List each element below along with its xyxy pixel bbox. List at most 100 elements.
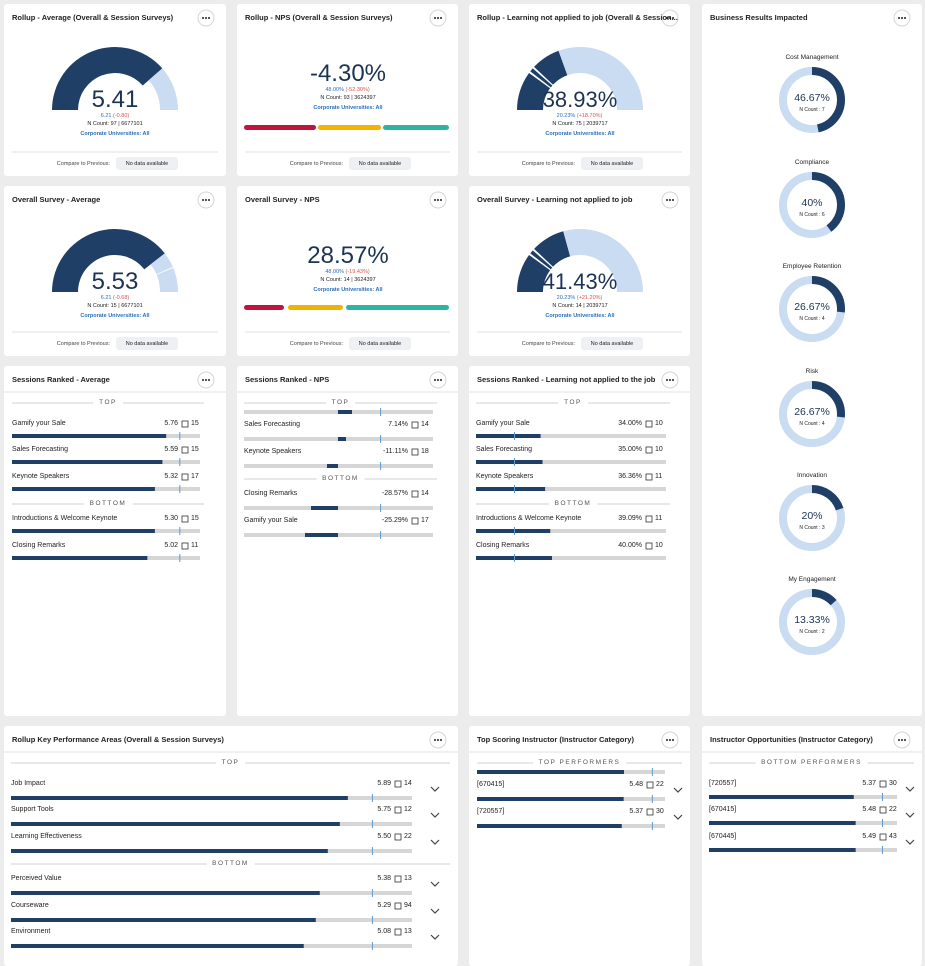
bar-fill — [12, 487, 155, 491]
section-label: BOTTOM — [316, 473, 365, 485]
row-value: 5.48 — [862, 806, 876, 813]
expand-chevron[interactable] — [430, 786, 440, 792]
compare-pill — [581, 337, 643, 350]
row-value: 7.14% — [388, 421, 408, 428]
expand-chevron[interactable] — [430, 881, 440, 887]
gauge-value: 41.43% — [542, 269, 618, 294]
menu-button[interactable] — [893, 9, 911, 27]
previous-value: 6.21 — [100, 295, 112, 301]
count-icon — [879, 833, 887, 841]
expand-chevron[interactable] — [430, 839, 440, 845]
bar-fill — [11, 944, 304, 948]
compare-pill — [116, 337, 178, 350]
bar-fill — [709, 848, 856, 852]
row-name: Gamify your Sale — [476, 420, 530, 427]
compare-pill — [581, 157, 643, 170]
row-value: -11.11% — [382, 448, 408, 455]
count-icon — [411, 490, 419, 498]
expand-chevron[interactable] — [905, 812, 915, 818]
bar-fill — [305, 533, 338, 537]
donut-name: Compliance — [794, 159, 830, 166]
card-title: Top Scoring Instructor (Instructor Categ… — [477, 735, 634, 744]
row-name: Gamify your Sale — [244, 517, 298, 524]
row-name: Sales Forecasting — [476, 446, 533, 453]
bar-fill — [11, 822, 340, 826]
bar-fill — [477, 797, 624, 801]
menu-button[interactable] — [429, 9, 447, 27]
menu-button[interactable] — [893, 731, 911, 749]
gauge-track — [558, 46, 643, 110]
change-value: (-52.30%) — [345, 87, 370, 93]
row-count: 22 — [656, 781, 664, 788]
card-graphics — [477, 9, 682, 170]
row-value: 5.50 — [377, 833, 391, 840]
bar-marker — [371, 889, 373, 897]
menu-dot — [904, 739, 906, 741]
card-graphics — [469, 731, 690, 830]
n-count: N Count: 93 | 3624397 — [320, 95, 376, 101]
expand-chevron[interactable] — [905, 786, 915, 792]
row-value: 5.29 — [377, 902, 391, 909]
expand-chevron[interactable] — [430, 934, 440, 940]
expand-chevron[interactable] — [430, 908, 440, 914]
menu-dot — [669, 199, 671, 201]
donut-fill — [779, 276, 845, 342]
expand-chevron[interactable] — [430, 812, 440, 818]
card-graphics — [4, 371, 226, 562]
menu-dot — [672, 199, 674, 201]
row-name: Keynote Speakers — [476, 473, 534, 480]
menu-dot — [208, 379, 210, 381]
expand-chevron[interactable] — [673, 787, 683, 793]
menu-button[interactable] — [661, 731, 679, 749]
bar-marker — [514, 554, 515, 562]
section-label: BOTTOM — [548, 498, 598, 510]
bar-fill — [12, 460, 163, 464]
menu-button[interactable] — [197, 371, 215, 389]
card-graphics — [12, 191, 218, 350]
menu-button[interactable] — [197, 9, 215, 27]
donut-value: 20% — [801, 510, 823, 522]
card: Rollup - Learning not applied to job (Ov… — [469, 4, 690, 176]
bar-fill — [709, 821, 856, 825]
bar-fill — [477, 770, 624, 774]
expand-chevron[interactable] — [905, 839, 915, 845]
menu-dot — [901, 17, 903, 19]
section-label: BOTTOM PERFORMERS — [755, 757, 868, 769]
donut-count: N Count : 6 — [799, 212, 825, 218]
donut-fill — [779, 67, 845, 133]
donut-value: 26.67% — [794, 406, 830, 418]
menu-dot — [898, 739, 900, 741]
nps-band — [318, 125, 381, 130]
expand-chevron[interactable] — [673, 814, 683, 820]
menu-button[interactable] — [429, 731, 447, 749]
card-graphics — [702, 731, 922, 854]
row-count: 10 — [655, 542, 663, 549]
gauge-fill — [517, 50, 568, 110]
menu-button[interactable] — [429, 191, 447, 209]
menu-dot — [434, 379, 436, 381]
menu-button[interactable] — [429, 371, 447, 389]
menu-button[interactable] — [661, 371, 679, 389]
row-value: 5.48 — [629, 781, 643, 788]
change-value: (-19.43%) — [345, 269, 370, 275]
card-title: Rollup Key Performance Areas (Overall & … — [12, 735, 224, 744]
compare-label: Compare to Previous: — [56, 161, 110, 167]
change-value: (-0.80) — [113, 113, 130, 119]
menu-button[interactable] — [197, 191, 215, 209]
section-label: TOP — [325, 397, 356, 409]
donut-fill — [779, 172, 845, 238]
menu-button[interactable] — [661, 9, 679, 27]
menu-dot — [437, 199, 439, 201]
menu-dot — [437, 379, 439, 381]
menu-dot — [205, 199, 207, 201]
row-value: 5.59 — [164, 446, 178, 453]
bar-track — [476, 460, 666, 464]
bar-track — [476, 529, 666, 533]
menu-button[interactable] — [661, 191, 679, 209]
previous-line: 20.23% (+21.20%) — [469, 293, 690, 303]
donut-value: 46.67% — [794, 92, 830, 104]
count-icon — [646, 808, 654, 816]
n-count: N Count: 14 | 3624397 — [320, 277, 376, 283]
bar-marker — [179, 554, 181, 562]
